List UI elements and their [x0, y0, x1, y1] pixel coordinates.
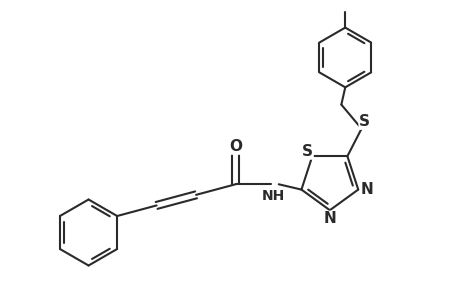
Text: NH: NH	[261, 189, 284, 203]
Text: N: N	[323, 212, 336, 226]
Text: S: S	[358, 114, 369, 129]
Text: O: O	[229, 139, 241, 154]
Text: N: N	[360, 182, 372, 197]
Text: S: S	[302, 144, 313, 159]
